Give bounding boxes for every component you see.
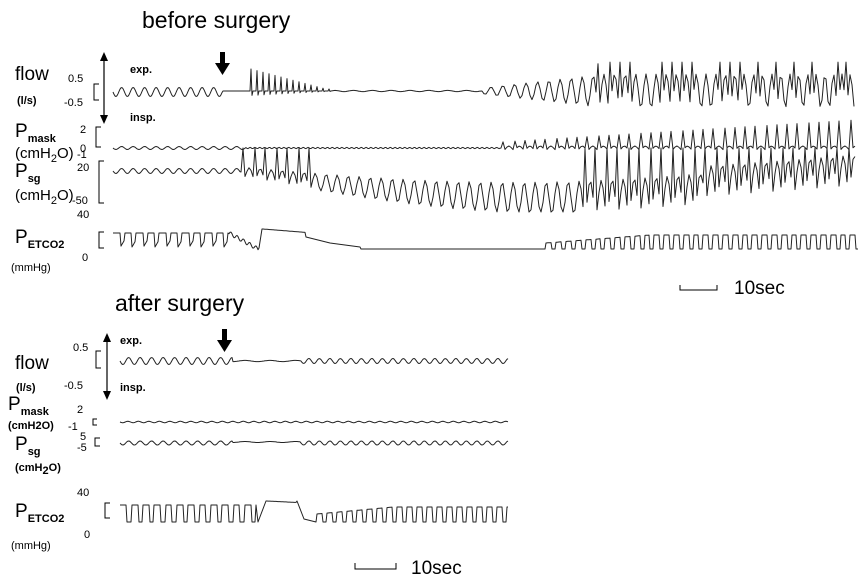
psg-trace-top	[112, 147, 856, 213]
flow-tick-high-top: 0.5	[68, 73, 83, 85]
flow-unit-bottom: (l/s)	[16, 382, 36, 394]
petco2-unit-top: (mmHg)	[11, 262, 51, 274]
title-after-surgery: after surgery	[115, 290, 245, 316]
flow-trace-top	[112, 61, 855, 108]
pmask-unit-top: (cmH2O)	[15, 145, 74, 165]
exp-label-bottom: exp.	[120, 335, 142, 347]
exp-insp-arrow-bottom	[103, 333, 111, 400]
time-scale-bar-top	[679, 285, 718, 291]
pmask-tick-mid-top: 0	[80, 143, 86, 155]
psg-tick-high-top: 20	[77, 162, 89, 174]
pmask-trace-bottom	[119, 420, 509, 424]
petco2-label-top: PETCO2	[15, 227, 64, 251]
pmask-bracket-top	[95, 126, 101, 148]
insp-label-bottom: insp.	[120, 382, 146, 394]
pmask-tick-low-top: -1	[77, 149, 87, 161]
flow-label-top: flow	[15, 64, 49, 85]
psg-tick-low-top: -50	[72, 195, 88, 207]
time-scale-label-top: 10sec	[734, 278, 785, 299]
insp-label-top: insp.	[130, 112, 156, 124]
flow-trace-bottom	[119, 357, 509, 365]
petco2-trace-bottom	[120, 500, 508, 523]
psg-bracket-bottom	[94, 437, 100, 447]
psg-unit-bottom: (cmH2O)	[15, 462, 61, 477]
time-scale-bar-bottom	[354, 563, 397, 570]
petco2-tick-low-bottom: 0	[84, 529, 90, 541]
petco2-bracket-top	[98, 231, 104, 249]
pmask-label-top: Pmask	[15, 121, 57, 145]
pmask-unit-bottom: (cmH2O)	[8, 420, 54, 432]
flow-tick-high-bottom: 0.5	[73, 342, 88, 354]
title-before-surgery: before surgery	[142, 7, 291, 33]
pmask-tick-high-top: 2	[80, 124, 86, 136]
pmask-trace-top	[112, 119, 856, 151]
petco2-tick-high-top: 40	[77, 209, 89, 221]
petco2-tick-low-top: 0	[82, 252, 88, 264]
psg-tick-low-bottom: -5	[77, 442, 87, 454]
petco2-trace-top	[113, 228, 858, 251]
psg-label-bottom: Psg	[15, 434, 41, 458]
psg-bracket-top	[98, 160, 104, 204]
flow-bracket-bottom	[95, 350, 101, 369]
flow-bracket-top	[93, 83, 99, 101]
exp-insp-arrow-top	[100, 52, 108, 124]
exp-label-top: exp.	[130, 64, 152, 76]
psg-label-top: Psg	[15, 161, 41, 185]
pmask-tick-low-bottom: -1	[68, 421, 78, 433]
petco2-tick-high-bottom: 40	[77, 487, 89, 499]
flow-unit-top: (l/s)	[17, 95, 37, 107]
pmask-label-bottom: Pmask	[8, 394, 50, 418]
pmask-bracket-bottom	[92, 418, 97, 426]
flow-tick-low-top: -0.5	[64, 97, 83, 109]
petco2-unit-bottom: (mmHg)	[11, 540, 51, 552]
event-arrow-bottom-icon	[217, 329, 232, 352]
flow-tick-low-bottom: -0.5	[64, 380, 83, 392]
time-scale-label-bottom: 10sec	[411, 558, 462, 578]
petco2-label-bottom: PETCO2	[15, 501, 64, 525]
pmask-tick-high-bottom: 2	[77, 404, 83, 416]
petco2-bracket-bottom	[104, 502, 110, 519]
event-arrow-top-icon	[215, 52, 230, 75]
psg-unit-top: (cmH2O)	[15, 187, 74, 207]
psg-trace-bottom	[119, 440, 509, 446]
flow-label-bottom: flow	[15, 353, 49, 374]
psg-tick-high-bottom: 5	[80, 431, 86, 443]
